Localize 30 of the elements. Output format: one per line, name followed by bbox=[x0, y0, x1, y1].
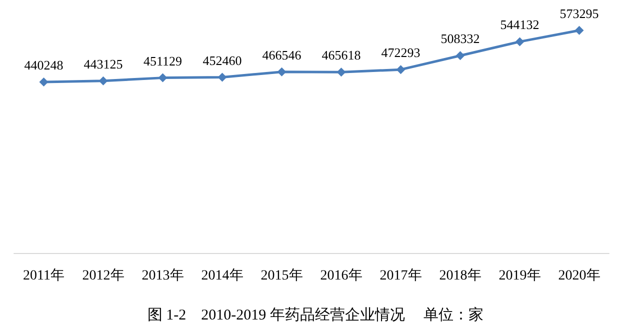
point bbox=[277, 67, 286, 76]
x-tick-label: 2018年 bbox=[439, 268, 482, 284]
point bbox=[336, 68, 346, 77]
data-label: 451129 bbox=[143, 53, 182, 68]
x-tick-label: 2015年 bbox=[260, 268, 303, 284]
point bbox=[456, 51, 465, 60]
x-tick-label: 2017年 bbox=[380, 268, 422, 284]
x-tick-label: 2020年 bbox=[558, 268, 600, 284]
point bbox=[39, 78, 48, 87]
data-label: 573295 bbox=[560, 6, 599, 21]
point bbox=[396, 65, 406, 74]
data-label: 466546 bbox=[262, 47, 302, 62]
data-label: 544132 bbox=[500, 17, 540, 32]
x-tick-label: 2013年 bbox=[142, 268, 184, 284]
data-label: 508332 bbox=[440, 31, 480, 46]
x-tick-label: 2012年 bbox=[82, 268, 124, 284]
data-label: 465618 bbox=[322, 48, 361, 63]
point bbox=[515, 37, 524, 46]
data-label: 472293 bbox=[381, 45, 420, 60]
point bbox=[98, 76, 108, 86]
data-label: 452460 bbox=[202, 52, 242, 68]
x-tick-label: 2016年 bbox=[320, 268, 362, 284]
x-tick-label: 2011年 bbox=[23, 268, 64, 284]
data-label: 440248 bbox=[24, 58, 64, 73]
point bbox=[218, 72, 227, 82]
x-tick-label: 2019年 bbox=[498, 268, 541, 284]
x-tick-label: 2014年 bbox=[201, 268, 244, 284]
point bbox=[574, 26, 584, 35]
data-label: 443125 bbox=[84, 56, 123, 72]
text: 图 1-2 2010-2019 年药品经营企业情况 单位：家 bbox=[147, 306, 484, 324]
